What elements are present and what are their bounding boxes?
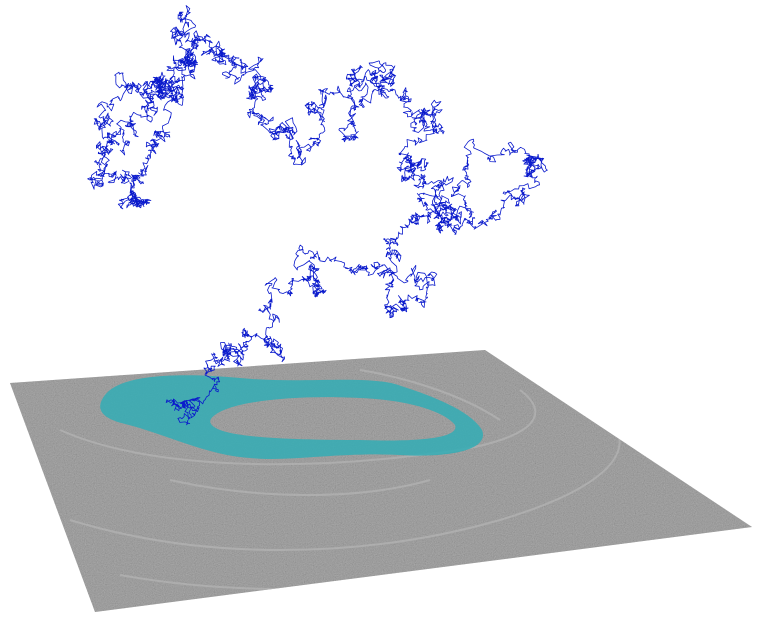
- scene: [0, 0, 763, 619]
- page: (() => { JSON.parse(document.getElementB…: [0, 0, 763, 619]
